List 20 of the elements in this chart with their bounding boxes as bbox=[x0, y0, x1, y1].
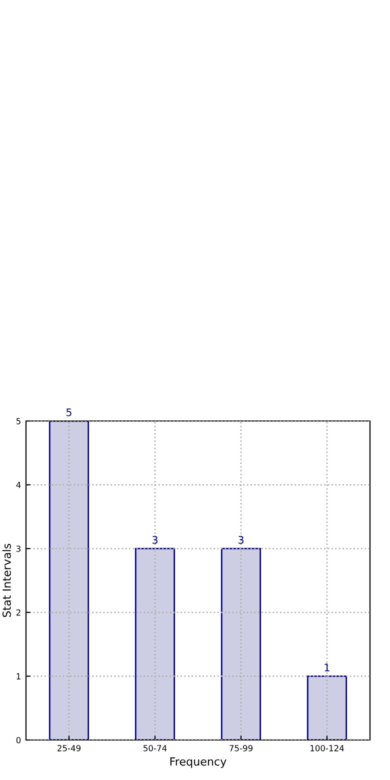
data-label: 3 bbox=[152, 536, 158, 544]
y-tick-label: 5 bbox=[16, 418, 20, 424]
data-label: 3 bbox=[238, 536, 244, 544]
bar bbox=[306, 676, 348, 740]
x-tick-label: 25-49 bbox=[58, 745, 81, 752]
y-tick-label: 0 bbox=[16, 736, 21, 744]
data-label: 5 bbox=[66, 408, 72, 416]
x-tick-label: 50-74 bbox=[144, 745, 167, 752]
x-tick-label: 100-124 bbox=[310, 745, 344, 752]
y-tick-label: 4 bbox=[16, 482, 21, 488]
bar bbox=[134, 548, 176, 740]
y-tick-label: 1 bbox=[16, 673, 20, 680]
x-axis-title: Frequency bbox=[170, 757, 226, 768]
bar bbox=[220, 548, 262, 740]
data-label: 1 bbox=[324, 664, 330, 672]
y-axis-title: Stat Intervals bbox=[2, 544, 11, 617]
bar bbox=[48, 421, 90, 740]
y-tick-label: 3 bbox=[16, 546, 20, 552]
x-tick-label: 75-99 bbox=[230, 745, 253, 752]
y-tick-label: 2 bbox=[16, 609, 20, 616]
